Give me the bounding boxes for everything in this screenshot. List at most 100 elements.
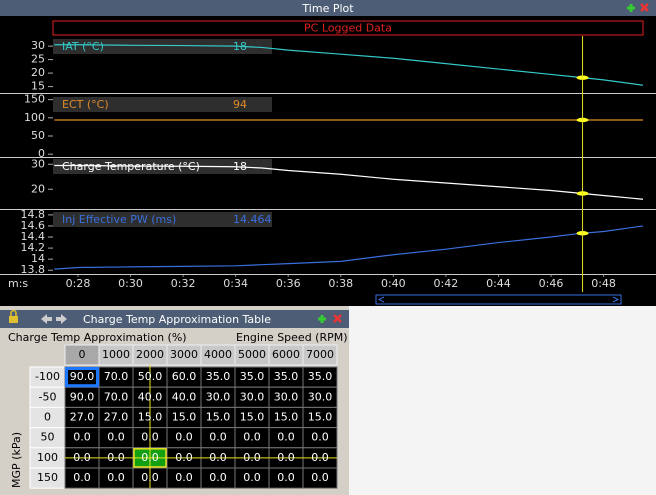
row-axis-label: MGP (kPa)	[10, 432, 23, 488]
cell-value: 30.0	[206, 390, 231, 403]
cell-value: 50.0	[138, 370, 163, 383]
source-box	[52, 20, 644, 36]
lock-icon[interactable]	[9, 316, 18, 323]
cell-value: 0.0	[209, 431, 227, 444]
cell-value: 90.0	[70, 390, 95, 403]
column-header-label: 6000	[272, 348, 300, 361]
cell-value: 0.0	[277, 471, 295, 484]
cell-value: 0.0	[209, 471, 227, 484]
y-tick-label: 15	[31, 80, 45, 93]
cell-value: 30.0	[308, 390, 333, 403]
nav-arrows[interactable]	[41, 314, 67, 324]
row-header-label: -100	[35, 370, 60, 383]
y-tick-label: 25	[31, 53, 45, 66]
cell-value: 0.0	[311, 431, 329, 444]
cell-value: 40.0	[138, 390, 163, 403]
x-tick-label: 0:38	[328, 277, 353, 290]
cell-value: 35.0	[274, 370, 299, 383]
y-tick-label: 50	[31, 129, 45, 142]
cell-value: 90.0	[70, 370, 95, 383]
cell-value: 35.0	[206, 370, 231, 383]
column-header-label: 5000	[238, 348, 266, 361]
column-header-label: 0	[79, 348, 86, 361]
window-title: Time Plot	[301, 2, 354, 15]
cell-value: 30.0	[274, 390, 299, 403]
cell-value: 0.0	[277, 451, 295, 464]
cell-value: 15.0	[138, 411, 163, 424]
y-tick-label: 20	[31, 182, 45, 195]
cell-value: 27.0	[104, 411, 129, 424]
x-tick-label: 0:36	[276, 277, 301, 290]
cell-value: 70.0	[104, 370, 129, 383]
cell-value: 15.0	[172, 411, 197, 424]
trace	[54, 44, 644, 86]
column-header-label: 2000	[136, 348, 164, 361]
label-box	[53, 39, 272, 54]
y-tick-label: 14.4	[21, 230, 46, 243]
column-header-label: 7000	[306, 348, 334, 361]
x-tick-label: 0:40	[381, 277, 406, 290]
close-icon[interactable]	[333, 314, 342, 323]
cell-value: 0.0	[141, 471, 159, 484]
column-header-label: 4000	[204, 348, 232, 361]
cell-value: 0.0	[243, 471, 261, 484]
cell-value: 0.0	[107, 451, 125, 464]
cell-value: 30.0	[240, 390, 265, 403]
scroll-arrows[interactable]	[377, 296, 620, 303]
cell-value: 0.0	[73, 431, 91, 444]
y-tick-label: 150	[24, 93, 45, 106]
table-caption: Charge Temp Approximation (%)	[8, 331, 187, 344]
table-title: Charge Temp Approximation Table	[83, 313, 271, 326]
cell-value: 15.0	[240, 411, 265, 424]
row-header-label: 150	[37, 471, 58, 484]
y-tick-label: 20	[31, 66, 45, 79]
cell-value: 0.0	[141, 451, 159, 464]
cell-value: 0.0	[175, 471, 193, 484]
table-cell	[302, 467, 338, 489]
x-tick-label: 0:42	[434, 277, 459, 290]
selected-cell-border	[65, 367, 99, 388]
panel-readout: 14.464	[233, 213, 272, 226]
row-header-label: 50	[41, 431, 55, 444]
panel-label: Inj Effective PW (ms)	[62, 213, 176, 226]
y-tick-label: 30	[31, 39, 45, 52]
row-header-label: 100	[37, 451, 58, 464]
column-header-label: 1000	[102, 348, 130, 361]
x-tick-label: 0:32	[171, 277, 196, 290]
trace	[54, 225, 644, 270]
active-cell-border	[133, 448, 167, 468]
scrollbar[interactable]	[375, 294, 622, 305]
column-header-label: 3000	[170, 348, 198, 361]
row-header-label: -50	[39, 390, 57, 403]
y-tick-label: 14.8	[21, 208, 46, 221]
lock-shackle	[10, 309, 17, 316]
cell-value: 0.0	[107, 431, 125, 444]
cell-value: 0.0	[243, 431, 261, 444]
add-icon[interactable]	[318, 315, 326, 323]
x-axis-label: m:s	[8, 277, 28, 290]
cell-value: 27.0	[70, 411, 95, 424]
cell-value: 0.0	[107, 471, 125, 484]
cell-value: 35.0	[308, 370, 333, 383]
x-tick-label: 0:28	[66, 277, 91, 290]
x-tick-label: 0:34	[223, 277, 248, 290]
cell-value: 70.0	[104, 390, 129, 403]
panel-label: ECT (°C)	[62, 98, 109, 111]
table-title-bar	[0, 310, 349, 328]
close-icon[interactable]	[640, 3, 649, 12]
y-tick-label: 100	[24, 111, 45, 124]
x-tick-label: 0:44	[486, 277, 511, 290]
cell-value: 15.0	[206, 411, 231, 424]
column-axis-label: Engine Speed (RPM)	[236, 331, 348, 344]
cell-value: 35.0	[240, 370, 265, 383]
cell-value: 0.0	[73, 451, 91, 464]
cell-value: 0.0	[209, 451, 227, 464]
add-icon[interactable]	[627, 4, 635, 12]
nav-arrow-stems	[47, 317, 61, 321]
cell-value: 15.0	[308, 411, 333, 424]
panel-label: IAT (°C)	[62, 40, 104, 53]
cell-value: 40.0	[172, 390, 197, 403]
source-label: PC Logged Data	[304, 22, 392, 35]
x-tick-label: 0:48	[591, 277, 616, 290]
